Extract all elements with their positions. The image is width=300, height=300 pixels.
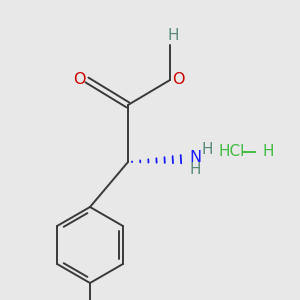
Text: H: H bbox=[201, 142, 213, 157]
Text: HCl: HCl bbox=[218, 145, 244, 160]
Text: O: O bbox=[172, 71, 184, 86]
Text: O: O bbox=[73, 71, 85, 86]
Text: H: H bbox=[167, 28, 179, 43]
Text: N: N bbox=[189, 149, 201, 164]
Text: H: H bbox=[262, 145, 274, 160]
Text: H: H bbox=[189, 161, 201, 176]
